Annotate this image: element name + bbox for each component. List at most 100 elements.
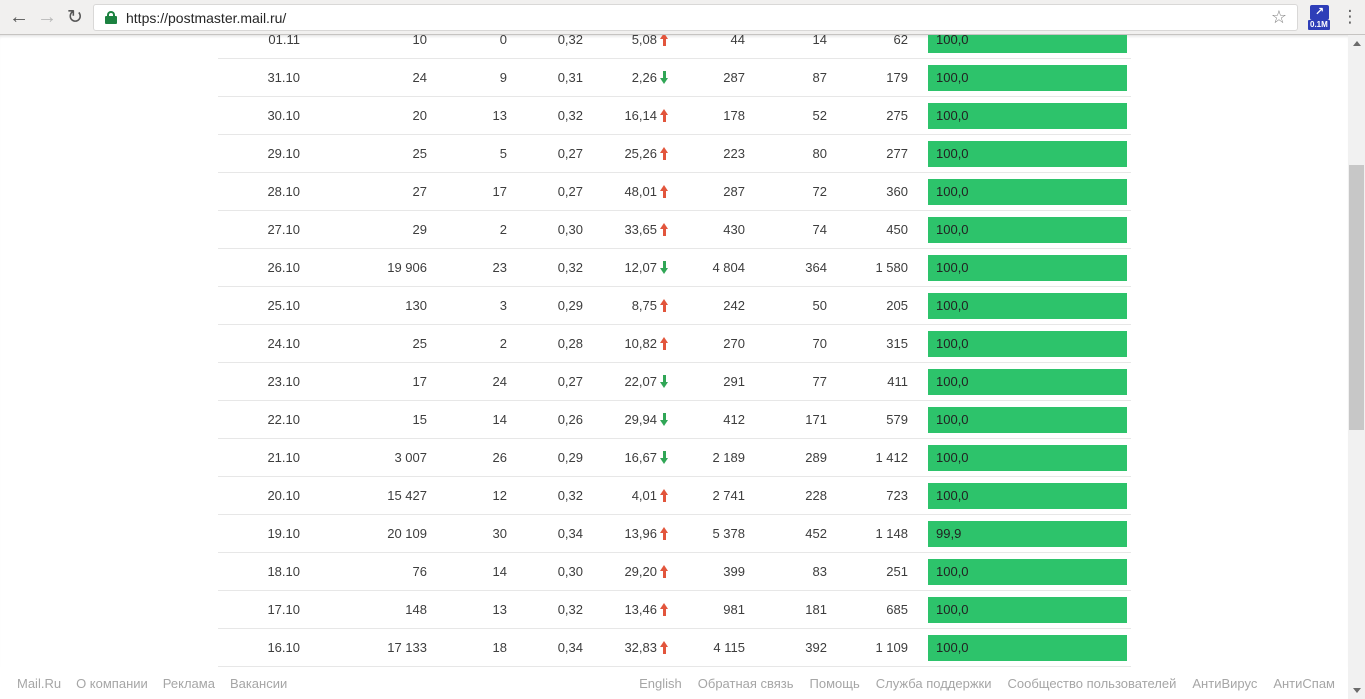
cell-value: 364 <box>805 260 827 275</box>
cell-value: 20 109 <box>387 526 427 541</box>
cell-value: 0,27 <box>557 374 583 389</box>
cell-date: 26.10 <box>267 260 300 275</box>
table-row: 29.10 25 5 0,27 25,26 223 80 277 100,0 <box>218 135 1131 173</box>
cell-date: 16.10 <box>267 640 300 655</box>
cell-value: 14 <box>492 412 507 427</box>
cell-delivery: 100,0 <box>928 178 1127 205</box>
cell-date: 21.10 <box>267 450 300 465</box>
cell-date: 24.10 <box>267 336 300 351</box>
cell-date: 25.10 <box>267 298 300 313</box>
cell-value: 289 <box>805 450 827 465</box>
https-lock-icon <box>105 11 117 24</box>
cell-delivery: 100,0 <box>928 292 1127 319</box>
browser-menu-icon[interactable]: ⋮ <box>1341 7 1359 26</box>
trend-value: 33,65 <box>624 222 657 237</box>
cell-value: 315 <box>886 336 908 351</box>
reload-button[interactable]: ↻ <box>67 6 83 28</box>
footer-links-left: Mail.Ru О компании Реклама Вакансии <box>17 676 302 691</box>
delivery-bar: 100,0 <box>928 178 1127 205</box>
cell-delivery: 100,0 <box>928 596 1127 623</box>
cell-value: 270 <box>723 336 745 351</box>
table-row: 16.10 17 133 18 0,34 32,83 4 115 392 1 1… <box>218 629 1131 667</box>
vertical-scrollbar[interactable] <box>1348 35 1365 699</box>
table-row: 28.10 27 17 0,27 48,01 287 72 360 100,0 <box>218 173 1131 211</box>
cell-value: 0,30 <box>557 222 583 237</box>
cell-trend: 29,20 <box>583 564 669 579</box>
cell-value: 981 <box>723 602 745 617</box>
trend-arrow-icon <box>660 109 669 122</box>
trend-value: 32,83 <box>624 640 657 655</box>
scroll-down-button[interactable] <box>1348 682 1365 699</box>
table-row: 30.10 20 13 0,32 16,14 178 52 275 100,0 <box>218 97 1131 135</box>
forward-button[interactable]: → <box>37 5 57 28</box>
trend-value: 10,82 <box>624 336 657 351</box>
cell-trend: 8,75 <box>583 298 669 313</box>
footer-link[interactable]: Служба поддержки <box>875 675 992 691</box>
extension-badge: 0.1M <box>1308 20 1330 30</box>
table-row: 21.10 3 007 26 0,29 16,67 2 189 289 1 41… <box>218 439 1131 477</box>
table-row: 01.11 10 0 0,32 5,08 44 14 62 100,0 <box>218 35 1131 59</box>
scrollbar-thumb[interactable] <box>1349 165 1364 430</box>
cell-value: 1 109 <box>875 640 908 655</box>
cell-trend: 16,14 <box>583 108 669 123</box>
cell-value: 3 007 <box>394 450 427 465</box>
footer-link[interactable]: English <box>639 675 682 691</box>
footer-link[interactable]: Обратная связь <box>697 675 794 691</box>
cell-value: 251 <box>886 564 908 579</box>
cell-value: 179 <box>886 70 908 85</box>
trend-arrow-icon <box>660 603 669 616</box>
bookmark-star-icon[interactable]: ☆ <box>1270 7 1287 27</box>
cell-value: 0,32 <box>557 260 583 275</box>
cell-value: 0,27 <box>557 184 583 199</box>
trend-value: 5,08 <box>631 35 657 47</box>
delivery-bar-value: 100,0 <box>936 374 969 389</box>
cell-delivery: 100,0 <box>928 254 1127 281</box>
similarweb-extension-icon[interactable]: ↗ 0.1M <box>1308 4 1332 32</box>
trend-value: 13,46 <box>624 602 657 617</box>
cell-date: 22.10 <box>267 412 300 427</box>
cell-value: 430 <box>723 222 745 237</box>
back-button[interactable]: ← <box>9 5 29 28</box>
cell-delivery: 100,0 <box>928 35 1127 53</box>
cell-trend: 12,07 <box>583 260 669 275</box>
cell-value: 15 427 <box>387 488 427 503</box>
cell-value: 2 741 <box>712 488 745 503</box>
cell-value: 18 <box>492 640 507 655</box>
cell-value: 287 <box>723 70 745 85</box>
cell-value: 242 <box>723 298 745 313</box>
cell-value: 2 <box>499 222 507 237</box>
trend-arrow-icon <box>660 489 669 502</box>
trend-value: 29,94 <box>624 412 657 427</box>
delivery-bar-value: 100,0 <box>936 70 969 85</box>
cell-value: 0,28 <box>557 336 583 351</box>
cell-value: 20 <box>412 108 427 123</box>
cell-date: 19.10 <box>267 526 300 541</box>
footer-link[interactable]: Вакансии <box>229 675 288 691</box>
scroll-up-button[interactable] <box>1348 35 1365 52</box>
delivery-bar-value: 100,0 <box>936 412 969 427</box>
trend-value: 12,07 <box>624 260 657 275</box>
cell-delivery: 100,0 <box>928 634 1127 661</box>
cell-value: 277 <box>886 146 908 161</box>
footer-link[interactable]: АнтиВирус <box>1192 675 1258 691</box>
page-content: 01.11 10 0 0,32 5,08 44 14 62 100,0 31.1… <box>0 35 1348 699</box>
delivery-bar: 100,0 <box>928 140 1127 167</box>
footer-link[interactable]: Сообщество пользователей <box>1007 675 1177 691</box>
footer-link[interactable]: Mail.Ru <box>17 675 62 691</box>
table-row: 22.10 15 14 0,26 29,94 412 171 579 100,0 <box>218 401 1131 439</box>
cell-value: 0,32 <box>557 35 583 47</box>
footer-link[interactable]: Помощь <box>809 675 860 691</box>
footer-link[interactable]: АнтиСпам <box>1273 675 1335 691</box>
trend-value: 8,75 <box>631 298 657 313</box>
trend-arrow-icon <box>660 223 669 236</box>
cell-value: 0,34 <box>557 640 583 655</box>
trend-value: 13,96 <box>624 526 657 541</box>
cell-value: 29 <box>412 222 427 237</box>
footer-link[interactable]: О компании <box>76 675 148 691</box>
cell-delivery: 100,0 <box>928 368 1127 395</box>
address-bar[interactable]: https://postmaster.mail.ru/ ☆ <box>93 4 1298 31</box>
cell-value: 1 412 <box>875 450 908 465</box>
cell-value: 1 580 <box>875 260 908 275</box>
footer-link[interactable]: Реклама <box>162 675 215 691</box>
cell-delivery: 100,0 <box>928 558 1127 585</box>
